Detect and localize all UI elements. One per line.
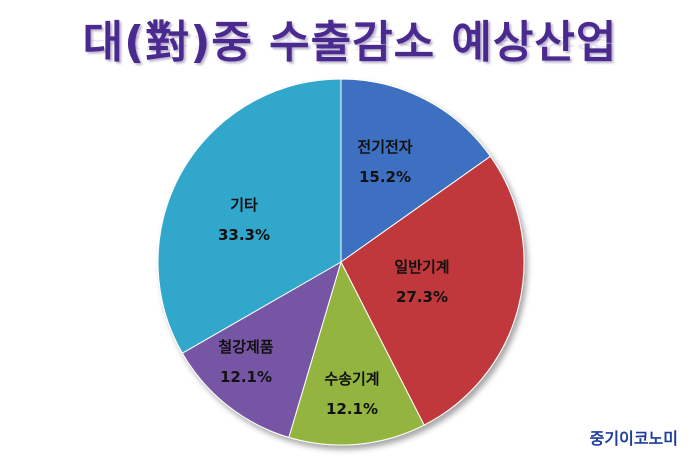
slice-category-label: 수송기계	[324, 370, 379, 388]
source-credit: 중기이코노미	[589, 429, 678, 448]
slice-category-label: 기타	[230, 196, 258, 214]
slice-value-label: 33.3%	[218, 226, 270, 244]
slice-category-label: 철강제품	[218, 338, 273, 356]
pie-slice-4	[181, 260, 342, 439]
slice-category-label: 전기전자	[357, 138, 412, 156]
slice-value-label: 12.1%	[326, 400, 378, 418]
slice-value-label: 12.1%	[220, 368, 272, 386]
slice-value-label: 15.2%	[359, 168, 411, 186]
pie-slice-1	[340, 78, 492, 263]
slice-category-label: 일반기계	[394, 258, 449, 276]
pie-slice-2	[340, 155, 525, 426]
slice-value-label: 27.3%	[396, 288, 448, 306]
pie-slice-5	[157, 78, 342, 354]
pie-slice-3	[288, 260, 425, 446]
chart-title: 대(對)중 수출감소 예상산업	[82, 17, 618, 68]
